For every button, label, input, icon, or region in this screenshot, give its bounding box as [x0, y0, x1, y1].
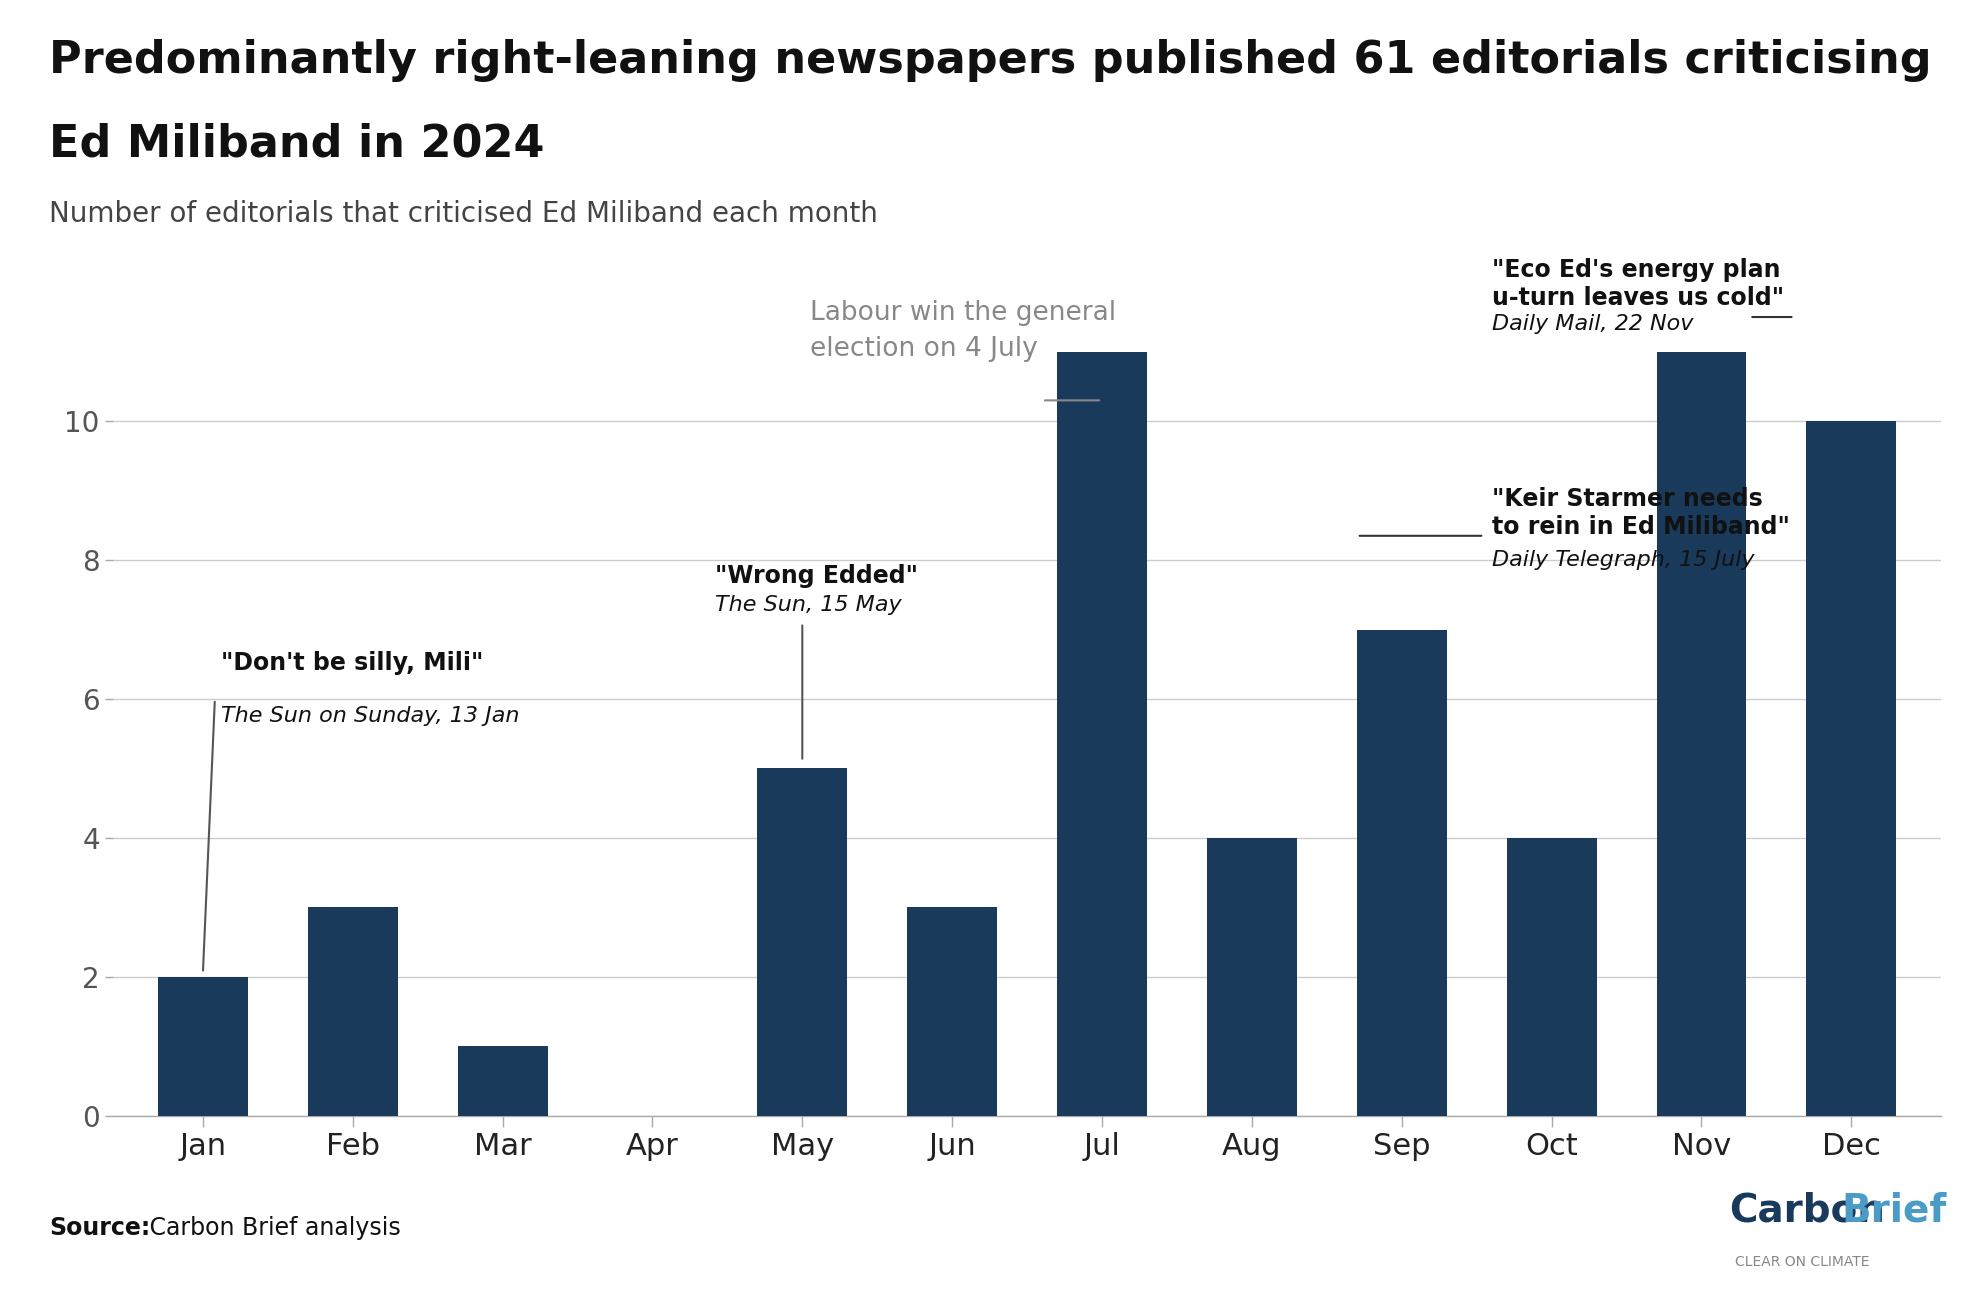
Text: Predominantly right-leaning newspapers published 61 editorials criticising: Predominantly right-leaning newspapers p… — [49, 39, 1933, 81]
Bar — [1358, 629, 1446, 1116]
Text: Ed Miliband in 2024: Ed Miliband in 2024 — [49, 123, 545, 165]
Text: Labour win the general
election on 4 July: Labour win the general election on 4 Jul… — [810, 300, 1116, 362]
Bar — [757, 769, 848, 1116]
Text: CLEAR ON CLIMATE: CLEAR ON CLIMATE — [1735, 1255, 1869, 1269]
Bar — [1057, 351, 1146, 1116]
Text: "Keir Starmer needs
to rein in Ed Miliband": "Keir Starmer needs to rein in Ed Miliba… — [1492, 487, 1790, 539]
Bar — [1207, 839, 1296, 1116]
Text: "Eco Ed's energy plan
u-turn leaves us cold": "Eco Ed's energy plan u-turn leaves us c… — [1492, 258, 1784, 310]
Text: The Sun, 15 May: The Sun, 15 May — [715, 594, 901, 615]
Bar — [308, 907, 397, 1116]
Text: "Wrong Edded": "Wrong Edded" — [715, 563, 919, 588]
Bar — [1656, 351, 1747, 1116]
Text: Carbon: Carbon — [1729, 1193, 1885, 1230]
Bar — [158, 977, 247, 1116]
Text: The Sun on Sunday, 13 Jan: The Sun on Sunday, 13 Jan — [221, 705, 520, 726]
Text: Brief: Brief — [1842, 1193, 1946, 1230]
Text: Daily Telegraph, 15 July: Daily Telegraph, 15 July — [1492, 549, 1755, 570]
Text: Number of editorials that criticised Ed Miliband each month: Number of editorials that criticised Ed … — [49, 200, 877, 229]
Bar — [1806, 421, 1897, 1116]
Text: Daily Mail, 22 Nov: Daily Mail, 22 Nov — [1492, 314, 1693, 333]
Text: "Don't be silly, Mili": "Don't be silly, Mili" — [221, 651, 484, 674]
Text: Source:: Source: — [49, 1216, 150, 1240]
Bar — [458, 1047, 547, 1116]
Bar — [1506, 839, 1597, 1116]
Bar — [907, 907, 998, 1116]
Text: Carbon Brief analysis: Carbon Brief analysis — [142, 1216, 401, 1240]
